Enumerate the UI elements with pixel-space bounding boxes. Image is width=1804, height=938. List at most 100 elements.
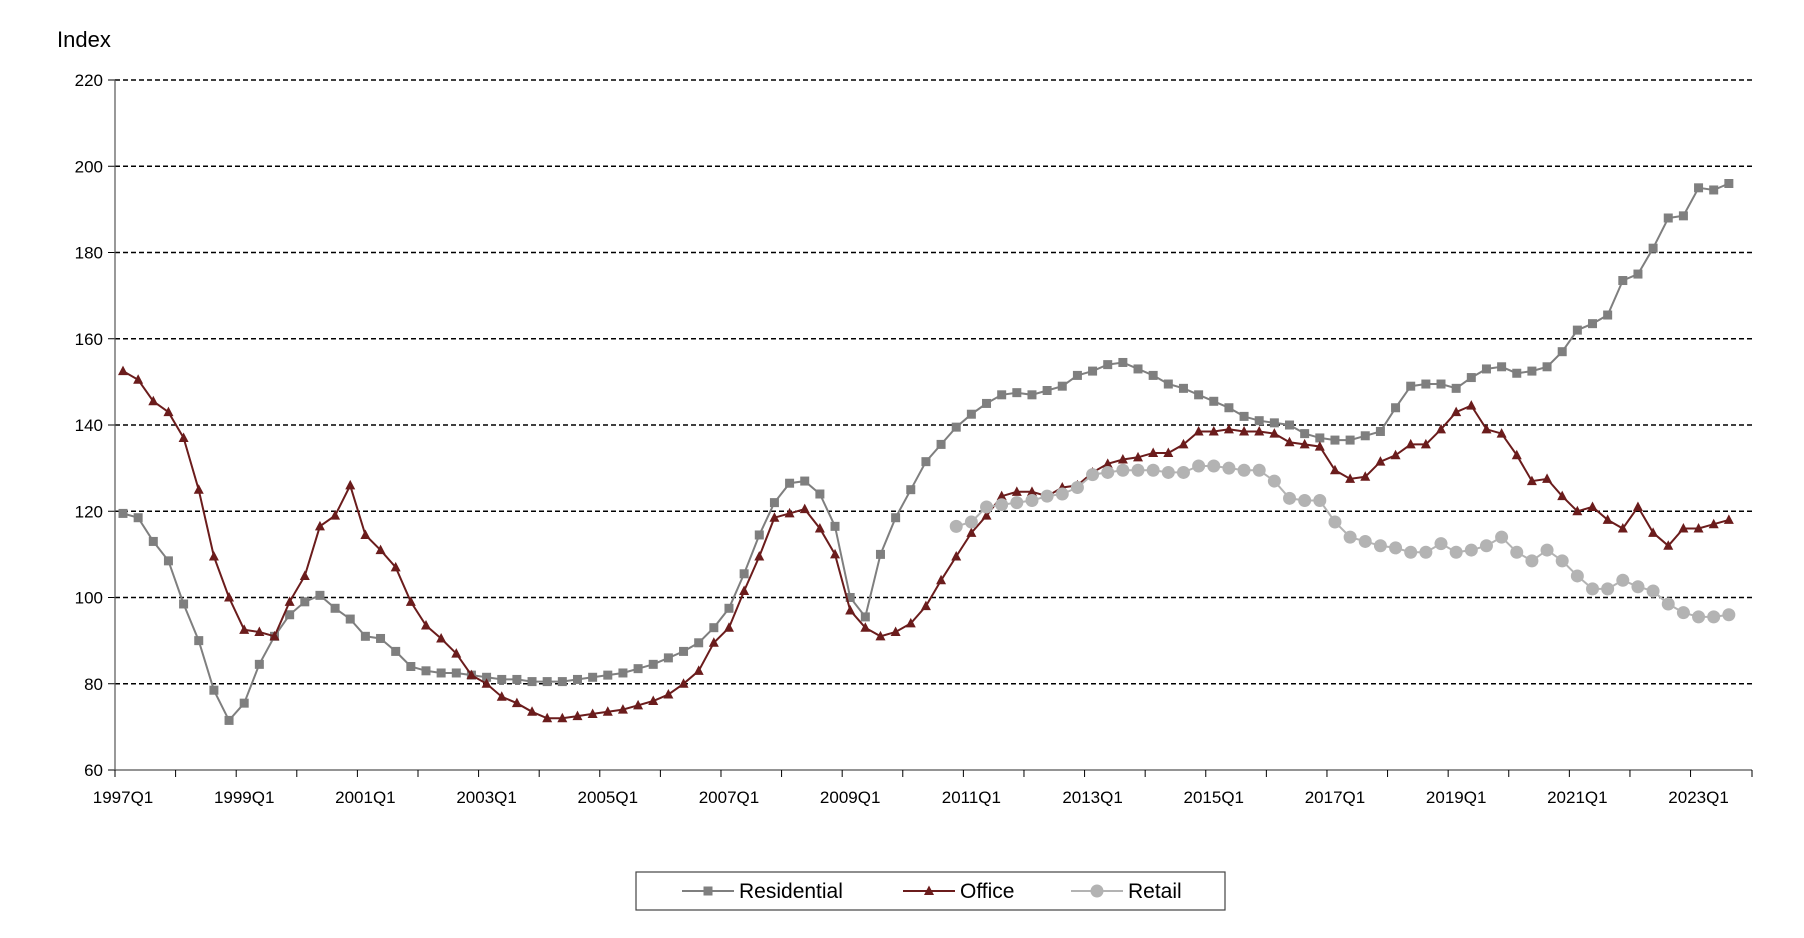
data-point-residential (1633, 269, 1643, 279)
data-point-retail (1176, 465, 1190, 479)
data-point-residential (785, 478, 795, 488)
data-point-retail (1116, 463, 1130, 477)
data-point-residential (557, 677, 567, 687)
data-point-residential (1466, 373, 1476, 383)
data-point-residential (285, 610, 295, 620)
data-point-office (390, 561, 401, 572)
data-point-office (814, 523, 825, 533)
data-point-office (723, 622, 734, 632)
data-point-residential (921, 457, 931, 467)
data-point-residential (482, 672, 492, 682)
x-tick-label: 1997Q1 (93, 788, 154, 807)
data-point-residential (633, 664, 643, 674)
data-point-residential (815, 489, 825, 499)
data-point-retail (1525, 554, 1539, 568)
legend-marker-office (924, 885, 934, 895)
data-point-residential (1618, 276, 1628, 286)
data-point-residential (542, 677, 552, 687)
data-point-residential (194, 636, 204, 646)
y-tick-label: 100 (75, 589, 103, 608)
data-point-retail (1419, 545, 1433, 559)
data-point-office (1451, 406, 1462, 417)
data-point-residential (1360, 431, 1370, 441)
data-point-office (1178, 438, 1189, 449)
data-point-residential (330, 603, 340, 613)
data-point-retail (1555, 554, 1569, 568)
data-point-retail (995, 498, 1009, 512)
data-point-office (1314, 441, 1325, 451)
data-point-retail (1616, 573, 1630, 587)
data-point-residential (618, 668, 628, 678)
data-point-residential (1330, 435, 1340, 445)
data-point-office (1708, 518, 1719, 529)
data-point-office (1390, 449, 1401, 460)
data-point-residential (1557, 347, 1567, 357)
data-point-residential (1648, 243, 1658, 253)
data-point-office (1663, 540, 1674, 550)
data-point-residential (1103, 360, 1113, 370)
data-point-office (1208, 425, 1219, 436)
data-point-office (178, 432, 189, 442)
data-point-office (1496, 428, 1507, 438)
data-point-residential (179, 599, 189, 609)
x-tick-label: 2021Q1 (1547, 788, 1608, 807)
data-point-retail (1722, 608, 1736, 622)
data-point-retail (1601, 582, 1615, 596)
data-point-office (1360, 471, 1371, 481)
data-point-residential (1663, 213, 1673, 223)
data-point-retail (1540, 543, 1554, 557)
data-point-residential (527, 677, 537, 687)
data-point-office (466, 669, 477, 680)
data-point-retail (1222, 461, 1236, 475)
data-point-residential (1072, 370, 1082, 380)
data-point-office (254, 626, 265, 636)
y-tick-label: 60 (84, 761, 103, 780)
data-point-residential (1285, 420, 1295, 430)
data-point-office (1223, 423, 1234, 434)
data-point-residential (997, 390, 1007, 400)
data-point-residential (1254, 416, 1264, 426)
data-point-office (1117, 454, 1128, 464)
data-point-residential (1421, 379, 1431, 389)
data-point-residential (1239, 411, 1249, 421)
data-point-residential (1724, 179, 1734, 188)
y-tick-label: 160 (75, 330, 103, 349)
data-point-residential (1315, 433, 1325, 443)
data-point-residential (572, 674, 582, 684)
data-point-residential (1375, 426, 1385, 436)
x-tick-label: 2005Q1 (578, 788, 639, 807)
data-point-residential (239, 698, 249, 708)
data-point-residential (118, 508, 128, 518)
data-point-office (1617, 523, 1628, 533)
data-point-office (663, 689, 674, 699)
data-point-residential (739, 569, 749, 579)
data-point-retail (1237, 463, 1251, 477)
data-point-office (996, 490, 1007, 501)
x-axis: 1997Q1 1999Q1 2001Q1 2003Q1 2005Q1 2007Q1 2009… (93, 769, 1753, 807)
data-point-office (693, 665, 704, 675)
data-point-office (1587, 501, 1598, 511)
data-point-residential (603, 670, 613, 680)
data-point-residential (906, 485, 916, 495)
data-point-residential (951, 422, 961, 432)
data-point-residential (1572, 325, 1582, 335)
data-point-retail (1586, 582, 1600, 596)
data-point-residential (1588, 319, 1598, 329)
data-point-office (239, 624, 250, 634)
data-point-office (133, 374, 144, 384)
data-point-residential (588, 672, 598, 682)
legend-label-office: Office (960, 880, 1014, 903)
data-point-office (1193, 425, 1204, 436)
data-point-office (1329, 464, 1340, 475)
data-point-office (557, 712, 568, 723)
legend-item-office: Office (903, 880, 1014, 903)
data-point-retail (1676, 606, 1690, 620)
data-point-office (936, 574, 947, 585)
data-point-residential (512, 674, 522, 684)
data-point-retail (949, 519, 963, 533)
plot-area (118, 179, 1736, 725)
data-point-residential (1148, 370, 1158, 380)
data-point-office (1542, 473, 1553, 483)
data-point-office (1723, 514, 1734, 524)
data-point-residential (451, 668, 461, 678)
